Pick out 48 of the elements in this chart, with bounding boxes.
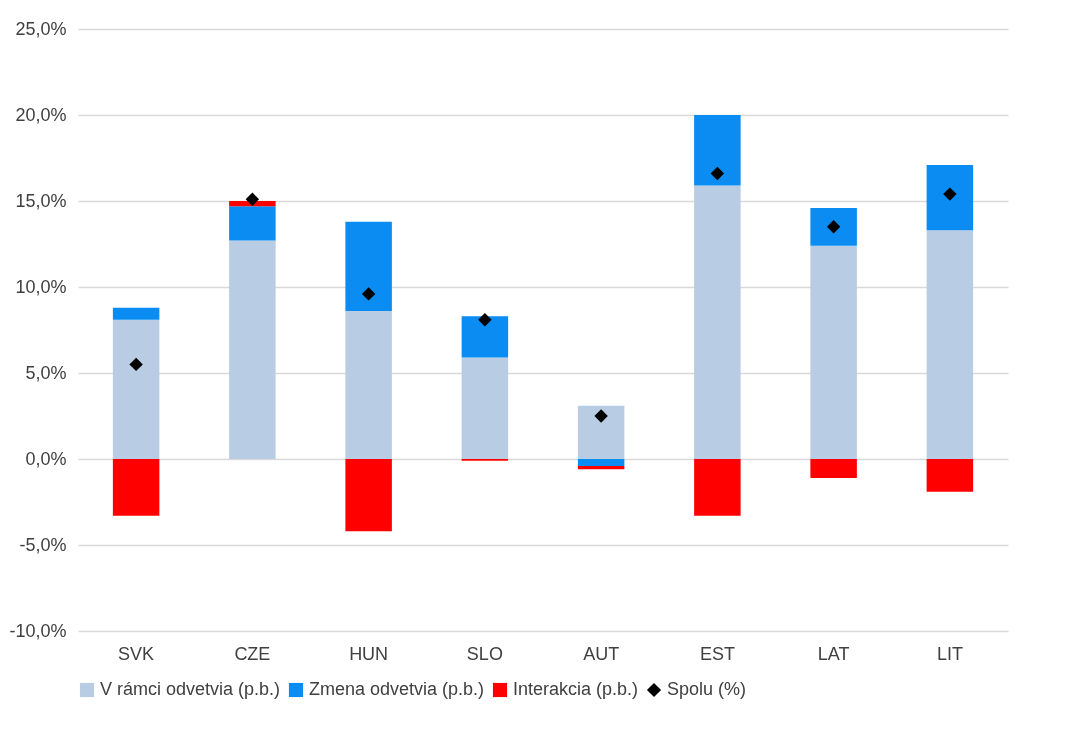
bar	[694, 185, 741, 459]
y-tick-label: 0,0%	[25, 448, 67, 469]
bar	[229, 240, 276, 459]
point	[361, 287, 376, 301]
x-tick-label: EST	[699, 643, 735, 664]
bar	[810, 459, 857, 478]
bar	[112, 459, 160, 516]
y-tick-label: 25,0%	[15, 18, 67, 39]
x-tick-label: SVK	[118, 643, 155, 664]
point	[710, 166, 725, 181]
x-tick-label: LIT	[936, 643, 963, 664]
point	[594, 409, 608, 423]
x-tick-label: HUN	[349, 643, 389, 664]
x-tick-label: CZE	[234, 643, 271, 664]
bar	[112, 307, 160, 320]
bar	[345, 311, 392, 459]
bar	[694, 459, 741, 516]
bar	[577, 405, 625, 459]
x-tick-label: SLO	[466, 643, 503, 664]
bar	[345, 221, 392, 312]
point	[129, 357, 143, 372]
bar	[810, 245, 857, 459]
y-tick-label: 20,0%	[15, 104, 67, 125]
y-tick-label: -10,0%	[9, 620, 67, 641]
bar	[926, 164, 974, 231]
bar	[926, 459, 974, 492]
bar	[577, 459, 625, 466]
bar	[810, 207, 857, 246]
x-tick-label: AUT	[583, 643, 620, 664]
bar	[461, 357, 509, 459]
y-tick-label: -5,0%	[19, 534, 67, 555]
point	[478, 312, 492, 327]
legend-label: V rámci odvetvia (p.b.)	[100, 679, 281, 699]
bar	[229, 206, 276, 241]
y-tick-label: 10,0%	[15, 276, 67, 297]
bar	[345, 459, 392, 532]
y-tick-label: 15,0%	[15, 190, 67, 211]
y-tick-label: 5,0%	[25, 362, 67, 383]
legend-label: Spolu (%)	[667, 679, 747, 699]
legend-label: Zmena odvetvia (p.b.)	[309, 679, 485, 699]
point	[943, 187, 957, 201]
bar	[461, 316, 509, 358]
x-tick-label: LAT	[817, 643, 850, 664]
point	[245, 192, 260, 206]
legend-label: Interakcia (p.b.)	[513, 679, 639, 699]
bar	[112, 319, 160, 459]
bar	[694, 115, 741, 186]
bar	[926, 230, 974, 459]
